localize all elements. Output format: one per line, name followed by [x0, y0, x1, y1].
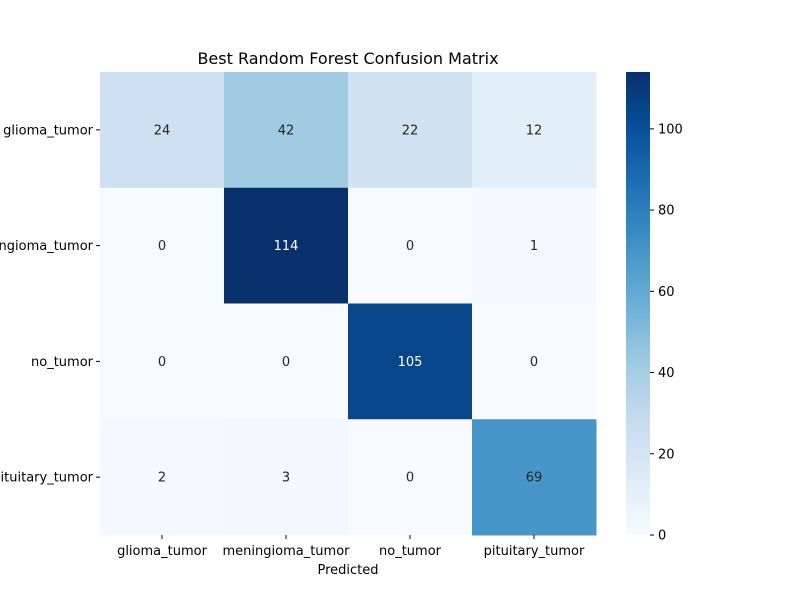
- heatmap-cell: [100, 72, 225, 189]
- heatmap-cell: [348, 303, 473, 420]
- x-tick-label: no_tumor: [379, 544, 442, 559]
- colorbar-tick-label: 0: [658, 529, 666, 544]
- colorbar-tick-label: 40: [658, 366, 675, 381]
- colorbar-tick-label: 20: [658, 447, 675, 462]
- cell-value: 0: [158, 355, 166, 370]
- heatmap-cell: [348, 419, 473, 536]
- heatmap-cell: [224, 419, 349, 536]
- x-axis-ticks: glioma_tumor meningioma_tumor no_tumor pitu…: [117, 535, 585, 559]
- heatmap-cell: [472, 419, 597, 536]
- cell-value: 114: [274, 239, 299, 254]
- y-tick-label: no_tumor: [31, 355, 94, 370]
- heatmap-cell: [224, 303, 349, 420]
- cell-value: 0: [406, 471, 414, 486]
- x-tick-label: pituitary_tumor: [484, 544, 585, 559]
- x-axis-label: Predicted: [317, 563, 378, 578]
- colorbar: [626, 72, 650, 535]
- x-tick-label: meningioma_tumor: [223, 544, 351, 559]
- cell-value: 0: [158, 239, 166, 254]
- heatmap-cell: [472, 187, 597, 304]
- cell-value: 24: [154, 123, 171, 138]
- chart-title: Best Random Forest Confusion Matrix: [197, 49, 498, 68]
- colorbar-tick-label: 80: [658, 204, 675, 219]
- y-axis-ticks: glioma_tumor meningioma_tumor no_tumorpitu…: [0, 123, 100, 486]
- colorbar-tick-label: 60: [658, 285, 675, 300]
- cell-value: 0: [282, 355, 290, 370]
- cell-value: 3: [282, 471, 290, 486]
- cell-value: 2: [158, 471, 166, 486]
- heatmap-cell: [224, 72, 349, 189]
- cell-value: 69: [526, 471, 543, 486]
- cell-value: 22: [402, 123, 419, 138]
- cell-value: 0: [530, 355, 538, 370]
- cell-value: 0: [406, 239, 414, 254]
- cell-value: 1: [530, 239, 538, 254]
- y-tick-label: pituitary_tumor: [0, 471, 94, 486]
- cell-value: 42: [278, 123, 295, 138]
- heatmap-cell: [224, 187, 349, 304]
- heatmap-cell: [348, 72, 473, 189]
- heatmap-cells: [100, 72, 597, 536]
- colorbar-tick-label: 100: [658, 122, 683, 137]
- cell-value: 105: [398, 355, 423, 370]
- cell-annotations: 24 42 22 12 0 114 0 1 0 0 105 0 2 3 0 69: [154, 123, 543, 485]
- heatmap-cell: [472, 72, 597, 189]
- y-tick-label: meningioma_tumor: [0, 239, 94, 254]
- y-tick-label: glioma_tumor: [3, 123, 94, 138]
- heatmap-cell: [100, 303, 225, 420]
- cell-value: 12: [526, 123, 543, 138]
- x-tick-label: glioma_tumor: [117, 544, 208, 559]
- heatmap-cell: [100, 419, 225, 536]
- heatmap-cell: [100, 187, 225, 304]
- heatmap-cell: [348, 187, 473, 304]
- colorbar-ticks: 0 20 40 60 80 100: [650, 122, 683, 544]
- heatmap-cell: [472, 303, 597, 420]
